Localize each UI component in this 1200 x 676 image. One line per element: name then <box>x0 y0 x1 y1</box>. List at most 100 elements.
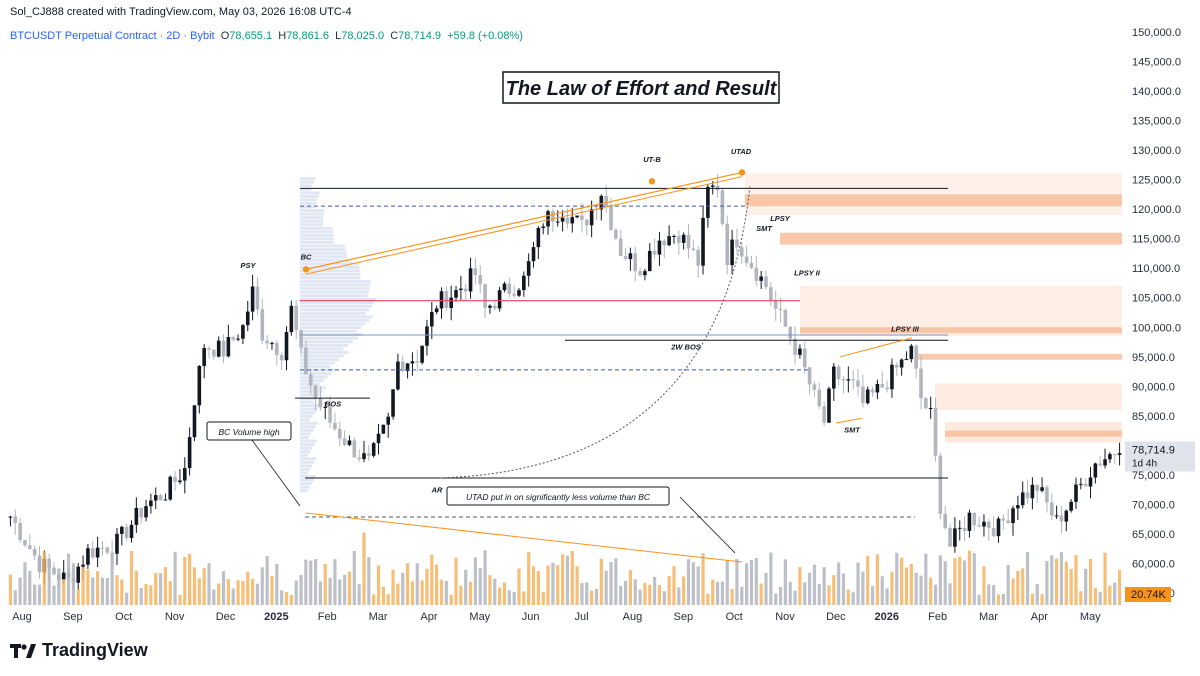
volume-bar <box>851 592 855 605</box>
volume-profile-bar <box>300 212 324 216</box>
volume-bar <box>420 580 424 605</box>
volume-bar <box>812 564 817 605</box>
volume-trend-line <box>305 512 743 563</box>
candle-body <box>856 380 860 387</box>
candle-body <box>163 499 168 501</box>
volume-bar <box>943 561 947 605</box>
volume-bar <box>1030 593 1034 605</box>
volume-profile-bar <box>300 198 318 202</box>
volume-bar <box>1103 552 1107 605</box>
volume-bar <box>241 580 245 605</box>
volume-profile-bar <box>300 432 311 436</box>
volume-profile-bar <box>300 393 320 397</box>
x-tick-label: Jun <box>522 611 540 623</box>
volume-bar <box>488 575 492 605</box>
candle-body <box>1069 501 1073 511</box>
callout-pointer <box>251 439 301 507</box>
symbol-info-bar: BTCUSDT Perpetual Contract · 2D · Bybit … <box>10 30 523 42</box>
volume-profile-bar <box>300 467 311 471</box>
volume-bar <box>992 585 996 605</box>
candle-body <box>124 526 129 538</box>
x-tick-label: Jul <box>575 611 589 623</box>
volume-bar <box>962 560 967 605</box>
candle-body <box>778 308 783 311</box>
candle-body <box>943 513 948 528</box>
candle-body <box>241 325 245 339</box>
volume-profile-bar <box>300 276 361 280</box>
bc-volume-callout-box <box>206 421 292 441</box>
volume-profile-bar <box>300 489 309 493</box>
volume-bar <box>599 558 603 605</box>
candle-body <box>812 384 817 390</box>
volume-bar <box>841 573 846 605</box>
event-marker <box>302 266 310 273</box>
candle-body <box>454 290 458 298</box>
price-chart[interactable]: 150,000.0 145,000.0 140,000.0 135,000.0 130,… <box>0 0 1200 640</box>
y-tick-label: 110,000.0 <box>1132 263 1180 275</box>
candle-body <box>739 247 744 257</box>
volume-bar <box>435 564 439 605</box>
volume-profile-bar <box>300 304 372 308</box>
volume-profile-bar <box>300 301 374 305</box>
volume-bar <box>740 586 744 605</box>
candle-body <box>580 215 584 220</box>
candle-body <box>1020 492 1025 506</box>
volume-bar <box>837 562 841 605</box>
volume-bar <box>1011 578 1015 605</box>
volume-bar <box>37 584 42 605</box>
volume-bar <box>410 581 415 605</box>
volume-profile-bar <box>300 326 362 330</box>
volume-bar <box>507 590 511 605</box>
smt-label: SMT <box>844 425 861 434</box>
candle-body <box>90 548 95 558</box>
channel-line <box>839 337 913 358</box>
volume-bar <box>333 559 337 605</box>
candle-body <box>110 552 114 554</box>
candle-body <box>430 312 434 327</box>
volume-bar <box>929 577 933 605</box>
volume-bar <box>129 551 134 605</box>
volume-bar <box>323 563 327 605</box>
volume-bar <box>628 570 632 605</box>
volume-profile-bar <box>300 290 369 294</box>
volume-bar <box>154 572 158 605</box>
candle-body <box>337 428 342 439</box>
volume-bar <box>125 592 129 605</box>
volume-bar <box>478 568 482 605</box>
candle-body <box>1074 484 1078 502</box>
volume-profile-bar <box>300 439 317 443</box>
candle-body <box>686 234 691 249</box>
candle-body <box>570 217 575 224</box>
volume-bar <box>1021 568 1025 605</box>
volume-bar <box>464 569 468 605</box>
candle-body <box>681 234 686 243</box>
volume-bar <box>246 571 250 605</box>
volume-bar <box>715 581 720 605</box>
volume-bar <box>556 565 560 605</box>
candle-body <box>749 262 754 268</box>
volume-bar <box>313 559 318 605</box>
candle-body <box>677 235 681 243</box>
candle-body <box>304 347 308 375</box>
candle-body <box>822 406 826 423</box>
volume-bar <box>948 583 952 605</box>
candle-body <box>207 348 211 350</box>
volume-profile-bar <box>300 237 334 241</box>
volume-profile-bar <box>300 205 316 209</box>
candle-body <box>158 495 163 501</box>
candle-body <box>599 195 604 210</box>
volume-profile-bar <box>300 450 311 454</box>
volume-bar <box>933 584 938 605</box>
candle-body <box>1064 510 1069 522</box>
y-tick-label: 145,000.0 <box>1132 56 1181 68</box>
candle-body <box>735 239 739 248</box>
volume-bar <box>270 576 274 605</box>
candle-body <box>1040 487 1044 491</box>
candle-body <box>875 383 880 393</box>
candle-body <box>802 348 807 368</box>
volume-bar <box>1084 568 1088 605</box>
candle-body <box>76 566 81 583</box>
symbol-name[interactable]: BTCUSDT Perpetual Contract · 2D · Bybit <box>10 30 215 42</box>
volume-bar <box>289 594 293 605</box>
candle-body <box>342 438 347 445</box>
